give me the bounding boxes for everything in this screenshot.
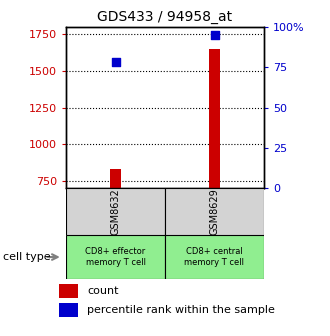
Bar [110,169,121,188]
Text: GSM8632: GSM8632 [111,188,120,235]
Bar [209,49,220,188]
Title: GDS433 / 94958_at: GDS433 / 94958_at [97,10,233,25]
Bar [165,235,264,279]
Point [113,60,118,65]
Bar [59,303,78,317]
Text: GSM8629: GSM8629 [210,188,219,235]
Text: CD8+ effector
memory T cell: CD8+ effector memory T cell [85,247,146,267]
Text: percentile rank within the sample: percentile rank within the sample [87,305,275,315]
Point [212,32,217,38]
Bar [59,284,78,298]
Bar [66,188,165,235]
Text: cell type: cell type [3,252,51,262]
Bar [165,188,264,235]
Bar [66,235,165,279]
Text: CD8+ central
memory T cell: CD8+ central memory T cell [184,247,245,267]
Text: count: count [87,286,118,296]
